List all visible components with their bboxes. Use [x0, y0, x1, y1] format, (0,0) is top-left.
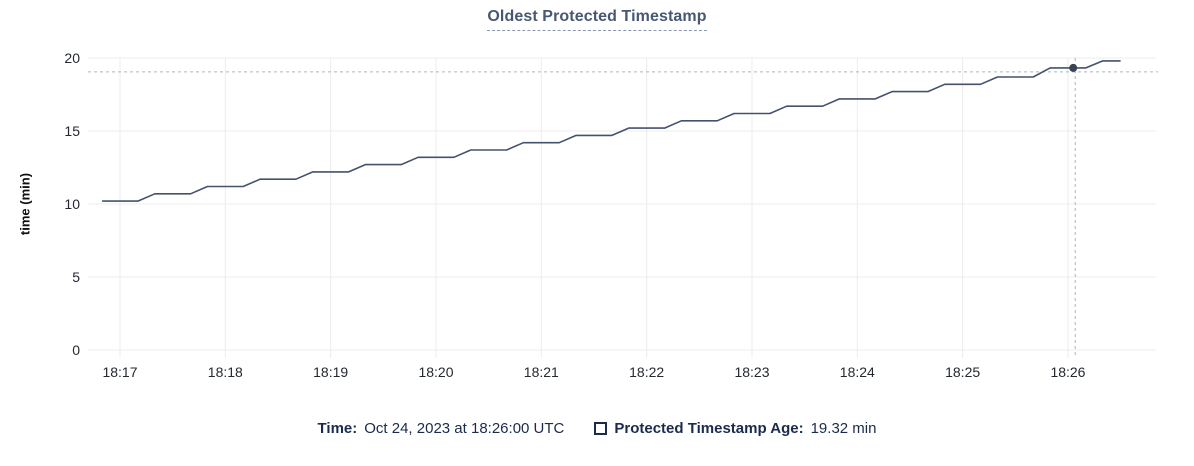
x-tick-label: 18:26: [1050, 364, 1085, 380]
x-tick-label: 18:18: [208, 364, 243, 380]
x-tick-label: 18:21: [524, 364, 559, 380]
x-tick-label: 18:23: [734, 364, 769, 380]
hover-point-dot: [1069, 63, 1078, 72]
series-toggle-checkbox[interactable]: [594, 422, 608, 435]
axis-tick-labels: 0 5 10 15 20 18:17 18:18 18:19 18:20 18:21 18:22 18…: [64, 50, 1085, 380]
x-tick-label: 18:25: [945, 364, 980, 380]
legend-time-label: Time:: [317, 420, 358, 437]
legend-series-label[interactable]: Protected Timestamp Age:: [614, 420, 804, 437]
chart-title: Oldest Protected Timestamp: [487, 8, 707, 31]
x-tick-label: 18:20: [418, 364, 453, 380]
y-tick-label: 10: [64, 196, 80, 212]
y-tick-label: 5: [72, 269, 80, 285]
legend-time-value: Oct 24, 2023 at 18:26:00 UTC: [364, 420, 565, 437]
chart-legend: Time: Oct 24, 2023 at 18:26:00 UTC Prote…: [0, 420, 1194, 437]
y-tick-label: 0: [72, 342, 80, 358]
y-tick-label: 15: [64, 123, 80, 139]
legend-series-value: 19.32 min: [810, 420, 877, 437]
x-tick-label: 18:24: [840, 364, 875, 380]
x-tick-label: 18:22: [629, 364, 664, 380]
series-line: [102, 60, 1121, 202]
x-tick-label: 18:17: [102, 364, 137, 380]
chart-plot-area[interactable]: 0 5 10 15 20 18:17 18:18 18:19 18:20 18:21 18:22 18…: [0, 0, 1194, 400]
x-tick-label: 18:19: [313, 364, 348, 380]
y-tick-label: 20: [64, 50, 80, 66]
gridlines: [88, 57, 1156, 358]
chart-header: Oldest Protected Timestamp: [0, 8, 1194, 31]
hover-crosshair: [88, 58, 1158, 355]
